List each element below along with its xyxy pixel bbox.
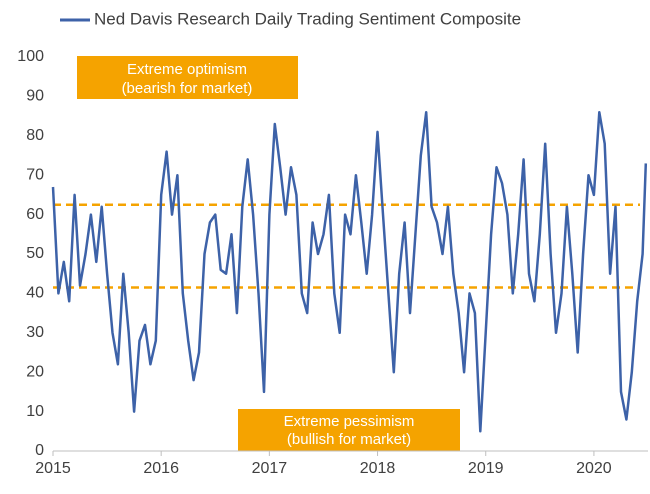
optimism-box bbox=[77, 56, 298, 99]
y-tick-label: 70 bbox=[26, 166, 44, 183]
x-tick-label: 2020 bbox=[576, 460, 612, 477]
legend-label: Ned Davis Research Daily Trading Sentime… bbox=[94, 9, 521, 28]
y-tick-label: 0 bbox=[35, 442, 44, 459]
x-tick-label: 2016 bbox=[143, 460, 179, 477]
pessimism-box bbox=[238, 409, 460, 451]
annotation: Extreme pessimism bbox=[284, 413, 415, 430]
annotation: (bearish for market) bbox=[122, 80, 253, 97]
x-tick-label: 2015 bbox=[35, 460, 71, 477]
y-tick-label: 20 bbox=[26, 363, 44, 380]
annotation: (bullish for market) bbox=[287, 431, 411, 448]
y-tick-label: 40 bbox=[26, 285, 44, 302]
y-tick-label: 60 bbox=[26, 206, 44, 223]
x-tick-label: 2018 bbox=[360, 460, 396, 477]
x-tick-label: 2019 bbox=[468, 460, 504, 477]
x-tick-label: 2017 bbox=[252, 460, 288, 477]
y-tick-label: 50 bbox=[26, 245, 44, 262]
series-line bbox=[51, 110, 648, 433]
annotation: Extreme optimism bbox=[127, 61, 247, 78]
y-tick-label: 10 bbox=[26, 403, 44, 420]
y-tick-label: 30 bbox=[26, 324, 44, 341]
y-tick-label: 90 bbox=[26, 88, 44, 105]
y-tick-label: 80 bbox=[26, 127, 44, 144]
y-tick-label: 100 bbox=[17, 48, 44, 65]
